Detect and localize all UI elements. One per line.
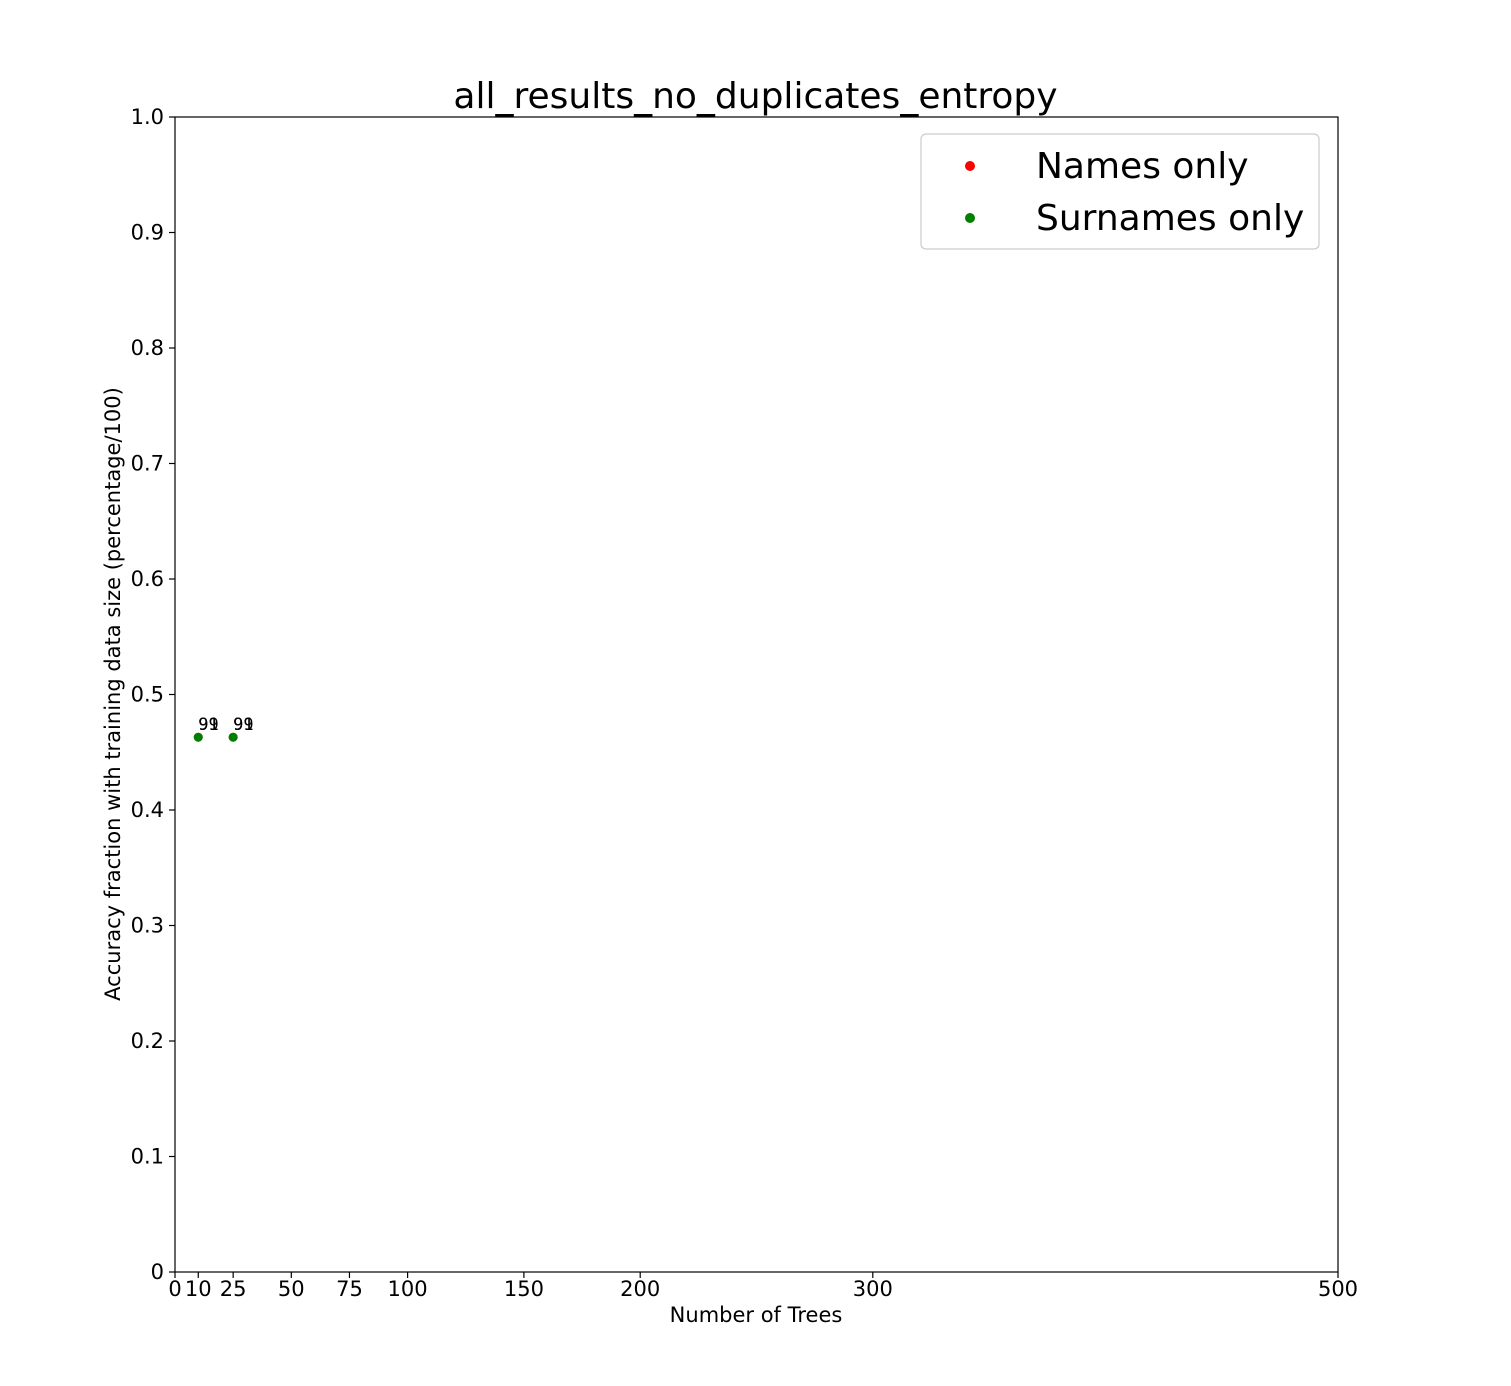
y-tick-label: 1.0 xyxy=(131,105,164,129)
x-tick-label: 200 xyxy=(620,1277,660,1301)
x-tick-label: 300 xyxy=(853,1277,893,1301)
legend-box xyxy=(920,133,1320,250)
legend: Names only Surnames only xyxy=(920,133,1320,250)
x-tick-label: 100 xyxy=(388,1277,428,1301)
x-tick-label: 25 xyxy=(220,1277,247,1301)
y-tick-label: 0.6 xyxy=(131,567,164,591)
legend-marker xyxy=(965,161,975,171)
x-tick-label: 50 xyxy=(278,1277,305,1301)
x-tick-label: 0 xyxy=(168,1277,181,1301)
y-axis-label: Accuracy fraction with training data siz… xyxy=(101,387,125,1001)
y-tick-label: 0.5 xyxy=(131,683,164,707)
point-annotation: 99 xyxy=(198,715,218,735)
y-tick-label: 0.7 xyxy=(131,452,164,476)
y-tick-label: 0.1 xyxy=(131,1145,164,1169)
y-tick-label: 0.3 xyxy=(131,914,164,938)
x-tick-label: 500 xyxy=(1318,1277,1358,1301)
x-tick-label: 150 xyxy=(504,1277,544,1301)
point-annotation: 91 xyxy=(233,715,253,735)
y-tick-label: 0.2 xyxy=(131,1029,164,1053)
x-tick-label: 10 xyxy=(185,1277,212,1301)
data-point xyxy=(228,732,238,742)
y-tick-label: 0.4 xyxy=(131,798,164,822)
y-tick-label: 0.8 xyxy=(131,336,164,360)
legend-label: Surnames only xyxy=(1036,198,1304,239)
x-tick-label: 75 xyxy=(336,1277,363,1301)
legend-label: Names only xyxy=(1036,146,1249,187)
y-tick-label: 0 xyxy=(151,1260,164,1284)
x-axis-label: Number of Trees xyxy=(670,1303,843,1327)
data-point xyxy=(193,732,203,742)
legend-marker xyxy=(965,213,975,223)
x-axis: 0 10 25 50 75 100 150 200 300 500 xyxy=(168,1272,1358,1301)
y-tick-label: 0.9 xyxy=(131,221,164,245)
y-axis: 0 0.1 0.2 0.3 0.4 0.5 0.6 0.7 0.8 0.9 1.0 xyxy=(131,105,175,1284)
point-annotation: 99 xyxy=(233,715,253,735)
chart-title: all_results_no_duplicates_entropy xyxy=(453,76,1057,117)
point-annotation: 91 xyxy=(198,715,218,735)
